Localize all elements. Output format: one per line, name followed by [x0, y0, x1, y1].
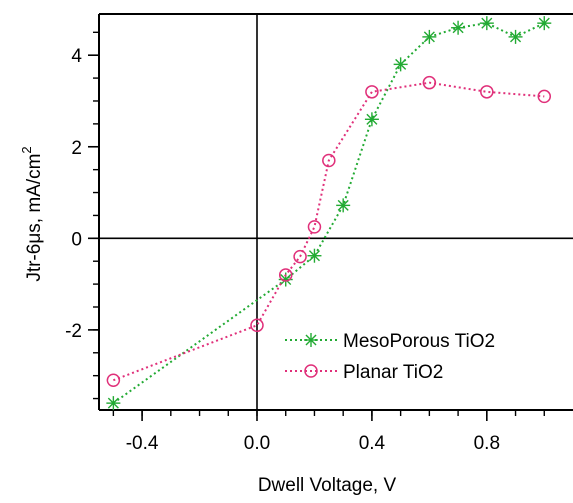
- data-point: [422, 29, 437, 44]
- data-point: [304, 364, 318, 378]
- data-point: [480, 85, 494, 99]
- y-tick-label: 2: [71, 138, 82, 159]
- legend-item: MesoPorous TiO2: [285, 331, 495, 352]
- data-point: [393, 57, 408, 72]
- series-planar: [106, 75, 552, 387]
- series-layer: [106, 16, 552, 411]
- y-axis-title-base: Jtr-6μs, mA/cm: [24, 154, 45, 282]
- x-tick-label: 0.8: [474, 433, 500, 454]
- y-tick-label: -2: [65, 321, 82, 342]
- ticks-layer: -0.4 0.0 0.4 0.8 -2 0 2 4: [65, 31, 545, 454]
- y-axis-title: Jtr-6μs, mA/cm2: [19, 146, 45, 281]
- legend-label: MesoPorous TiO2: [343, 331, 495, 352]
- data-point: [451, 20, 466, 35]
- data-point: [250, 318, 264, 333]
- x-tick-label: 0.4: [359, 433, 386, 454]
- data-point: [106, 396, 121, 411]
- data-point: [479, 16, 494, 31]
- x-axis-title: Dwell Voltage, V: [258, 475, 397, 496]
- data-point: [307, 248, 322, 263]
- axes-layer: [98, 13, 573, 411]
- y-tick-label: 0: [71, 229, 82, 250]
- legend: MesoPorous TiO2 Planar TiO2: [285, 331, 495, 383]
- series-mesoporous: [106, 16, 552, 411]
- data-point: [537, 89, 552, 104]
- data-point: [364, 112, 379, 127]
- data-point: [322, 153, 336, 168]
- y-axis-title-sup: 2: [19, 146, 34, 153]
- legend-label: Planar TiO2: [343, 362, 443, 383]
- data-point: [365, 85, 379, 99]
- data-point: [106, 373, 121, 387]
- data-point: [293, 249, 307, 264]
- data-point: [278, 268, 293, 282]
- data-point: [537, 16, 552, 31]
- data-point: [508, 29, 523, 44]
- data-point: [336, 198, 351, 213]
- data-point: [307, 220, 322, 234]
- x-tick-label: 0.0: [244, 433, 270, 454]
- legend-item: Planar TiO2: [285, 362, 443, 383]
- data-point: [422, 75, 437, 90]
- y-tick-label: 4: [71, 46, 82, 67]
- data-point: [304, 333, 318, 347]
- x-tick-label: -0.4: [126, 433, 159, 454]
